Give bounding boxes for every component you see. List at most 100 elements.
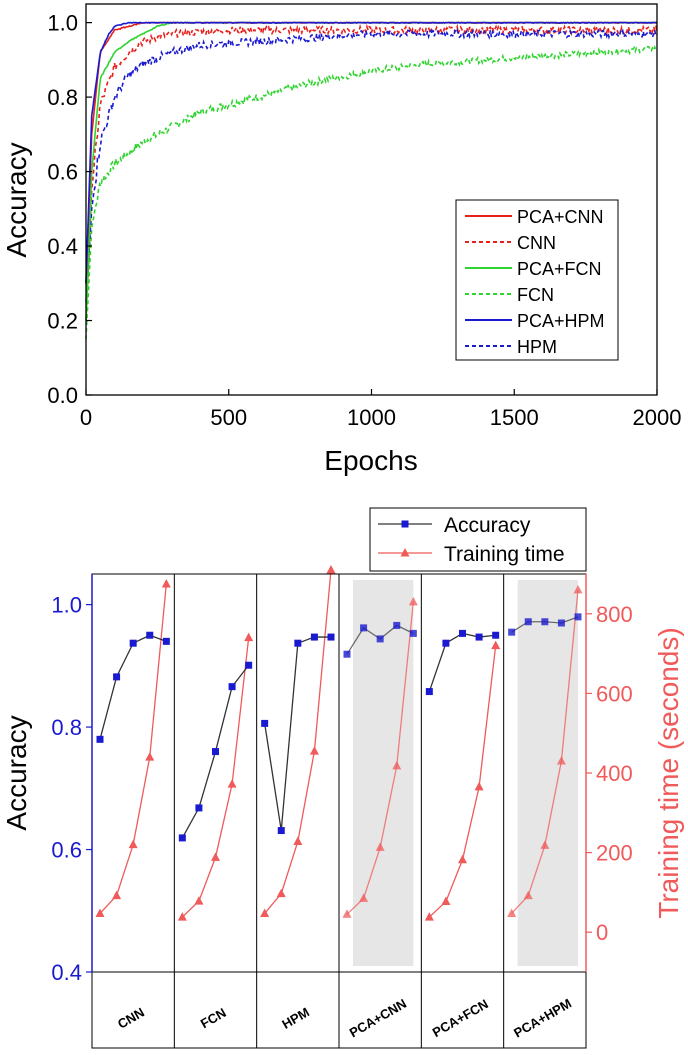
right-tick-label: 200 [596, 841, 633, 866]
x-tick-label: 1500 [490, 405, 539, 430]
accuracy-marker [310, 633, 318, 641]
training-time-marker [540, 840, 550, 849]
top-chart: 0 500 1000 1500 2000 0.0 0.2 0.4 0.6 0.8 1.0 Epoc… [1, 3, 682, 476]
top-legend: PCA+CNN CNN PCA+FCN FCN PCA+HPM HPM [455, 199, 619, 361]
accuracy-line [264, 636, 331, 831]
bottom-right-axis-label: Training time (seconds) [653, 627, 684, 919]
left-tick-label: 0.8 [51, 715, 82, 740]
legend-label: Accuracy [444, 514, 531, 537]
x-tick-label: 2000 [633, 405, 682, 430]
accuracy-marker [294, 639, 302, 647]
accuracy-line [428, 632, 496, 692]
left-tick-label: 1.0 [51, 593, 82, 618]
training-time-marker [507, 908, 517, 917]
bottom-series [95, 565, 583, 921]
right-tick-label: 400 [596, 761, 633, 786]
group-labels: CNN FCN HPM PCA+CNN PCA+FCN PCA+HPM [115, 996, 574, 1041]
training-time-marker [573, 584, 583, 594]
training-time-marker [293, 836, 303, 845]
training-time-marker [260, 908, 270, 917]
accuracy-marker [113, 673, 121, 681]
accuracy-marker [425, 688, 433, 696]
accuracy-marker [178, 834, 186, 842]
accuracy-marker [146, 631, 154, 639]
training-time-marker [276, 888, 286, 898]
accuracy-marker [212, 748, 219, 756]
bottom-legend-box [369, 507, 587, 572]
y-tick-label: 0.2 [47, 309, 78, 334]
accuracy-marker [492, 631, 500, 639]
training-time-marker [227, 779, 237, 788]
legend-label: PCA+FCN [517, 259, 602, 279]
group-label: FCN [198, 1005, 229, 1031]
y-tick-label: 0.6 [47, 160, 78, 185]
accuracy-marker [409, 629, 417, 637]
accuracy-marker [327, 633, 335, 641]
legend-label: Training time [444, 543, 565, 566]
accuracy-marker [442, 639, 450, 647]
accuracy-marker [96, 735, 104, 743]
y-tick-label: 0.8 [47, 85, 78, 110]
top-legend-box [455, 199, 619, 361]
group-label: CNN [115, 1005, 147, 1032]
accuracy-marker [508, 628, 516, 636]
top-y-ticks: 0.0 0.2 0.4 0.6 0.8 1.0 [47, 11, 92, 408]
accuracy-marker [557, 619, 565, 627]
legend-label: CNN [517, 233, 556, 253]
y-tick-label: 0.0 [47, 383, 78, 408]
shaded-region-pca-hpm [517, 580, 578, 966]
accuracy-marker [277, 827, 285, 835]
accuracy-marker [360, 624, 368, 632]
left-tick-label: 0.6 [51, 838, 82, 863]
top-x-ticks: 0 500 1000 1500 2000 [80, 389, 682, 430]
bottom-left-axis-label: Accuracy [1, 715, 32, 830]
training-time-marker [408, 596, 418, 606]
y-tick-label: 1.0 [47, 11, 78, 36]
y-tick-label: 0.4 [47, 234, 78, 259]
training-time-marker [375, 842, 385, 851]
training-time-marker [211, 852, 220, 861]
training-time-marker [194, 896, 204, 905]
accuracy-marker [228, 683, 236, 691]
training-time-marker [244, 632, 254, 642]
accuracy-marker [475, 633, 483, 641]
legend-label: PCA+CNN [517, 207, 604, 227]
training-time-marker [424, 912, 434, 921]
training-time-line [428, 645, 497, 918]
training-time-marker [309, 746, 319, 755]
group-label: PCA+FCN [430, 996, 491, 1040]
accuracy-marker [393, 621, 401, 629]
group-label: PCA+CNN [347, 996, 409, 1041]
accuracy-marker [261, 719, 269, 727]
training-time-marker [523, 890, 533, 900]
training-time-marker [145, 752, 155, 761]
series-line-cnn [85, 23, 658, 321]
accuracy-marker [574, 613, 582, 621]
training-time-marker [392, 760, 402, 770]
training-time-line [181, 637, 250, 918]
accuracy-marker [245, 661, 253, 669]
right-tick-label: 0 [596, 920, 608, 945]
left-y-ticks: 0.4 0.6 0.8 1.0 [51, 593, 92, 985]
accuracy-marker [541, 618, 549, 626]
legend-label: PCA+HPM [517, 311, 605, 331]
right-y-ticks: 0 200 400 600 800 [586, 602, 633, 945]
accuracy-marker [129, 639, 137, 647]
training-time-line [99, 583, 167, 914]
training-time-marker [112, 890, 122, 900]
shaded-regions [353, 580, 578, 966]
training-time-marker [491, 640, 501, 650]
accuracy-marker [195, 804, 203, 812]
series-line-pca-hpm [85, 21, 658, 284]
group-label: PCA+HPM [511, 996, 574, 1041]
training-time-marker [556, 756, 566, 765]
group-label: HPM [279, 1004, 312, 1031]
right-tick-label: 800 [596, 602, 633, 627]
group-dividers [173, 574, 505, 1048]
training-time-marker [177, 912, 187, 921]
x-tick-label: 500 [210, 405, 247, 430]
training-time-marker [161, 578, 171, 588]
training-time-line [264, 569, 332, 914]
training-time-marker [342, 909, 352, 918]
